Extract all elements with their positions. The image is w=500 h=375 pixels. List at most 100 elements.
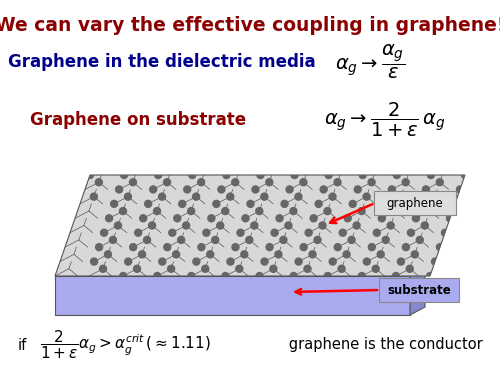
Circle shape [470,179,478,186]
Circle shape [338,265,345,272]
Circle shape [198,244,205,250]
Circle shape [266,244,273,250]
Circle shape [124,258,132,265]
Circle shape [384,200,390,207]
Circle shape [148,222,156,229]
Text: $\alpha_g \rightarrow \dfrac{\alpha_g}{\varepsilon}$: $\alpha_g \rightarrow \dfrac{\alpha_g}{\… [335,43,405,81]
Circle shape [305,229,312,236]
Circle shape [169,229,176,236]
Circle shape [206,251,214,258]
Circle shape [394,171,400,178]
Circle shape [422,186,430,193]
Circle shape [374,229,380,236]
Circle shape [280,236,287,243]
Circle shape [428,171,434,178]
Circle shape [353,222,360,229]
Circle shape [266,179,273,186]
Circle shape [208,215,215,222]
Circle shape [398,258,404,265]
Circle shape [134,229,141,236]
Circle shape [120,273,126,279]
Circle shape [275,251,282,258]
Circle shape [412,215,420,222]
Circle shape [256,208,263,214]
Text: graphene: graphene [386,196,444,210]
Circle shape [426,273,434,279]
Circle shape [368,179,375,186]
Circle shape [120,208,126,214]
Circle shape [144,236,150,243]
Circle shape [364,258,370,265]
Circle shape [406,265,414,272]
Circle shape [339,229,346,236]
Circle shape [232,179,238,186]
Circle shape [348,236,355,243]
Circle shape [168,265,174,272]
Circle shape [174,215,181,222]
Text: We can vary the effective coupling in graphene!: We can vary the effective coupling in gr… [0,16,500,35]
Circle shape [86,171,94,178]
Circle shape [134,265,140,272]
Circle shape [291,171,298,178]
Circle shape [114,222,121,229]
Circle shape [110,236,116,243]
Circle shape [227,258,234,265]
Circle shape [408,229,414,236]
Circle shape [222,273,229,279]
Circle shape [276,215,283,222]
Circle shape [179,200,186,207]
Circle shape [388,186,396,193]
Circle shape [295,258,302,265]
Circle shape [138,251,145,258]
Circle shape [320,186,327,193]
Circle shape [232,244,239,250]
Circle shape [416,236,424,243]
Circle shape [203,229,210,236]
Circle shape [242,215,249,222]
Polygon shape [410,268,425,315]
Circle shape [100,265,106,272]
Circle shape [377,251,384,258]
Circle shape [144,200,152,207]
Circle shape [334,179,341,186]
Circle shape [358,208,365,214]
Circle shape [412,251,418,258]
Circle shape [154,171,162,178]
Circle shape [251,222,258,229]
Circle shape [452,200,458,207]
Circle shape [140,215,146,222]
Circle shape [436,179,444,186]
Circle shape [193,258,200,265]
Circle shape [213,200,220,207]
Circle shape [300,244,307,250]
Circle shape [310,215,317,222]
Circle shape [387,222,394,229]
Circle shape [198,179,204,186]
Circle shape [290,208,297,214]
Circle shape [158,193,166,200]
Circle shape [382,236,389,243]
Circle shape [261,193,268,200]
FancyBboxPatch shape [374,191,456,215]
Circle shape [432,193,438,200]
Circle shape [164,244,171,250]
Circle shape [343,251,350,258]
Circle shape [442,229,448,236]
Polygon shape [55,175,465,276]
Circle shape [295,193,302,200]
Circle shape [96,179,102,186]
Circle shape [218,186,225,193]
Circle shape [290,273,297,279]
Circle shape [270,265,277,272]
Text: if: if [18,338,27,352]
Circle shape [246,236,253,243]
Circle shape [300,179,307,186]
Circle shape [372,265,379,272]
Circle shape [397,193,404,200]
Circle shape [456,222,462,229]
Circle shape [368,244,376,250]
FancyBboxPatch shape [379,278,459,302]
Circle shape [216,222,224,229]
Circle shape [422,222,428,229]
Text: Graphene on substrate: Graphene on substrate [30,111,246,129]
